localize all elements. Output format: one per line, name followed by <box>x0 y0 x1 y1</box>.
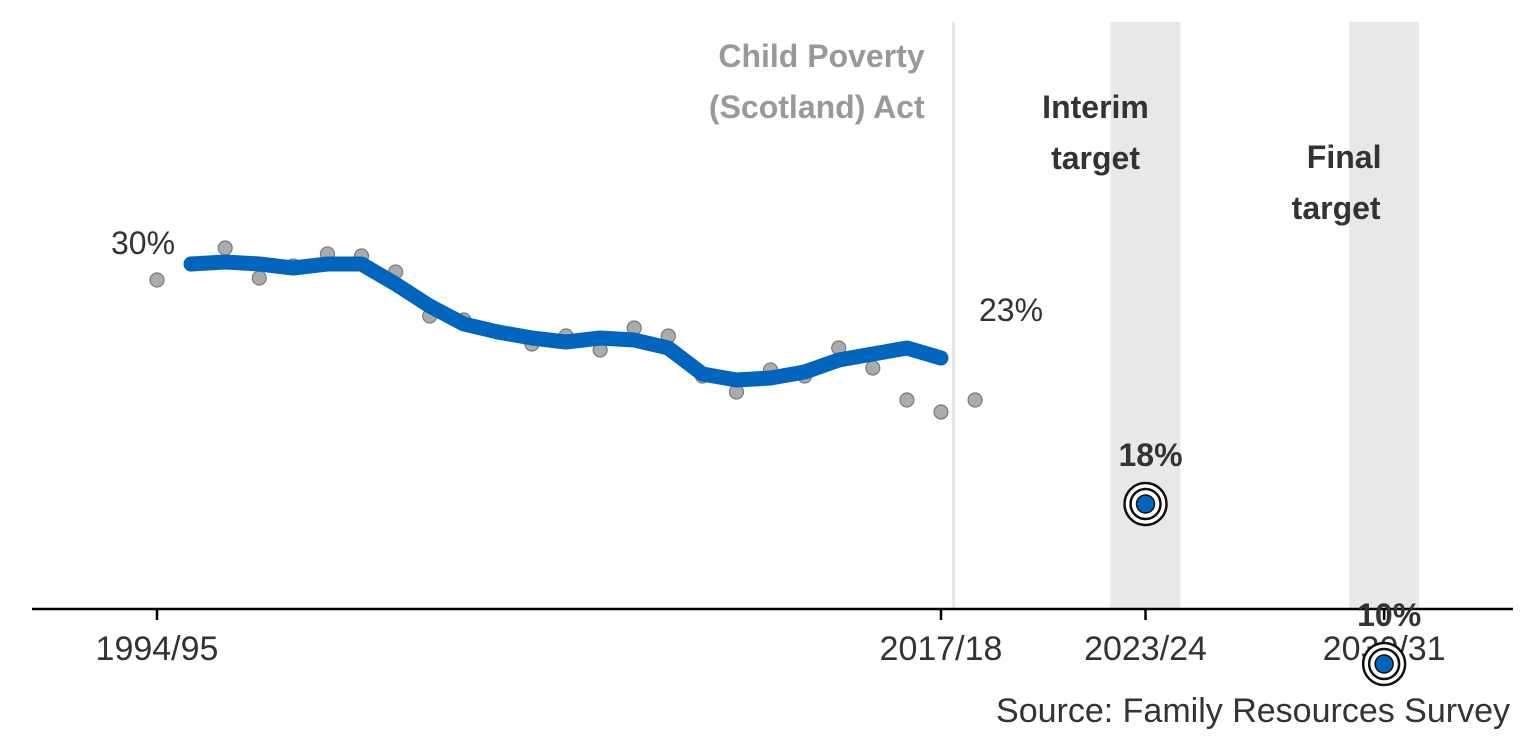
legislation-label: Child Poverty (Scotland) Act <box>709 38 925 125</box>
trend-line <box>183 254 949 388</box>
target-0: 18% Interim target <box>1042 89 1183 527</box>
target-name-line-1-0: Final <box>1307 139 1382 175</box>
data-point-22 <box>899 392 915 408</box>
x-tick-label-0: 1994/95 <box>96 630 219 668</box>
legislation-label-line-0: Child Poverty <box>718 38 924 74</box>
source-note: Source: Family Resources Survey <box>996 692 1510 730</box>
target-name-line-0-1: target <box>1051 140 1140 176</box>
target-name-line-0-0: Interim <box>1042 89 1149 125</box>
target-value-label-1: 10% <box>1357 597 1421 633</box>
x-tick-label-2: 2023/24 <box>1084 630 1207 668</box>
targets: 18% Interim target 10% Final target <box>1042 89 1421 687</box>
start-value-label: 30% <box>111 225 175 261</box>
data-point-23 <box>933 404 949 420</box>
target-value-label-0: 18% <box>1118 437 1182 473</box>
end-value-label: 23% <box>979 292 1043 328</box>
data-point-2 <box>217 240 233 256</box>
target-1: 10% Final target <box>1292 139 1421 687</box>
legislation-label-line-1: (Scotland) Act <box>709 89 925 125</box>
target-point-1 <box>1374 654 1394 674</box>
target-point-0 <box>1135 494 1156 514</box>
x-tick-label-1: 2017/18 <box>880 630 1003 668</box>
target-bands <box>1110 22 1420 609</box>
data-point-21 <box>865 360 881 376</box>
data-point-0 <box>149 272 165 288</box>
data-point-3 <box>251 270 267 286</box>
target-band-1 <box>1349 22 1420 609</box>
target-name-line-1-1: target <box>1292 190 1381 226</box>
data-point-24 <box>967 392 983 408</box>
